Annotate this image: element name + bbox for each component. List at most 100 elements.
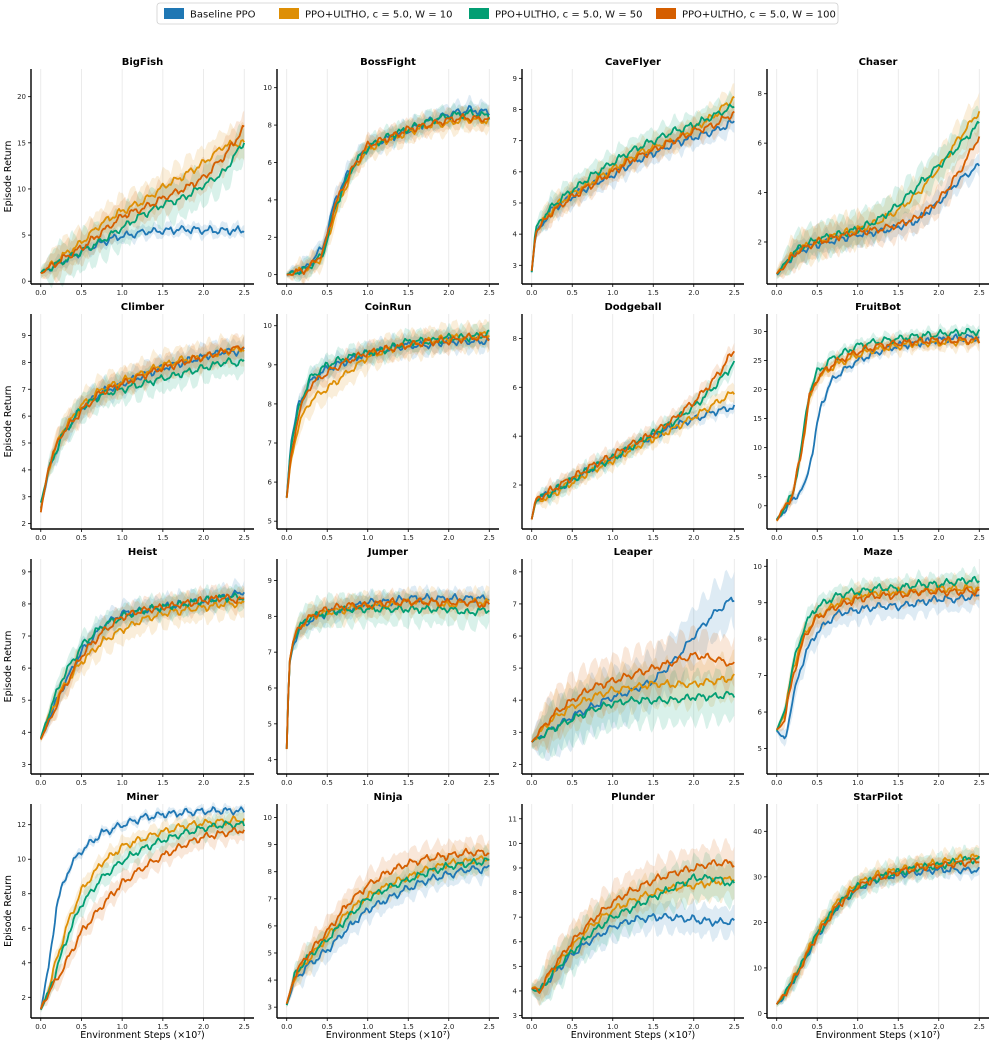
panel-climber: 0.0 0.5 1.0 1.5 2.0 2.5 2 3 4 5 6 7 8 9 Climber Episode… xyxy=(3,302,254,542)
x-tick-label-jumper-4: 2.0 xyxy=(443,779,454,787)
y-tick-label-jumper-5: 9 xyxy=(268,577,272,585)
x-tick-label-fruitbot-5: 2.5 xyxy=(974,534,985,542)
y-tick-label-bigfish-3: 15 xyxy=(17,139,26,147)
line-ninja-ppo-ultho-c-5-0-w-100 xyxy=(285,847,490,1005)
y-tick-label-chaser-0: 2 xyxy=(758,238,762,246)
y-tick-label-heist-4: 7 xyxy=(22,633,26,641)
panel-bossfight: 0.0 0.5 1.0 1.5 2.0 2.5 0 2 4 6 8 10 BossFight xyxy=(263,57,499,297)
x-tick-label-caveflyer-1: 0.5 xyxy=(567,289,578,297)
y-tick-label-bossfight-5: 10 xyxy=(263,84,272,92)
y-tick-label-ninja-3: 6 xyxy=(268,922,273,930)
x-tick-label-coinrun-5: 2.5 xyxy=(484,534,495,542)
band-bossfight-baseline-ppo xyxy=(286,94,490,282)
y-tick-label-leaper-4: 6 xyxy=(513,633,518,641)
x-tick-label-starpilot-3: 1.5 xyxy=(893,1023,904,1031)
y-tick-label-leaper-6: 8 xyxy=(513,568,517,576)
y-tick-label-miner-2: 6 xyxy=(22,925,27,933)
legend-swatch-baseline-ppo xyxy=(164,8,184,19)
x-tick-label-bigfish-5: 2.5 xyxy=(239,289,250,297)
panel-dodgeball: 0.0 0.5 1.0 1.5 2.0 2.5 2 4 6 8 Dodgeball xyxy=(513,302,744,542)
line-miner-baseline-ppo xyxy=(39,806,245,1010)
y-tick-label-jumper-2: 6 xyxy=(268,685,273,693)
panel-maze: 0.0 0.5 1.0 1.5 2.0 2.5 5 6 7 8 9 10 Maze xyxy=(753,547,989,787)
x-tick-label-fruitbot-2: 1.0 xyxy=(852,534,863,542)
x-tick-label-climber-2: 1.0 xyxy=(117,534,128,542)
legend-swatch-ppo-ultho-c-5-0-w-50 xyxy=(469,8,489,19)
y-tick-label-caveflyer-0: 3 xyxy=(513,262,517,270)
x-tick-label-maze-0: 0.0 xyxy=(771,779,782,787)
y-tick-label-jumper-0: 4 xyxy=(268,756,273,764)
y-tick-label-caveflyer-5: 8 xyxy=(513,106,517,114)
band-maze-ppo-ultho-c-5-0-w-100 xyxy=(776,575,980,732)
line-fruitbot-ppo-ultho-c-5-0-w-100 xyxy=(775,335,981,522)
band-plunder-baseline-ppo xyxy=(531,898,735,1001)
y-tick-label-plunder-6: 9 xyxy=(513,864,517,872)
y-tick-label-chaser-1: 4 xyxy=(758,189,763,197)
y-tick-label-fruitbot-0: 0 xyxy=(758,502,762,510)
y-tick-label-jumper-3: 7 xyxy=(268,649,272,657)
line-caveflyer-ppo-ultho-c-5-0-w-50 xyxy=(530,103,735,273)
legend-label-baseline-ppo: Baseline PPO xyxy=(190,10,256,21)
x-tick-label-caveflyer-2: 1.0 xyxy=(607,289,618,297)
line-chaser-ppo-ultho-c-5-0-w-100 xyxy=(776,136,981,275)
x-tick-label-jumper-3: 1.5 xyxy=(403,779,414,787)
x-tick-label-starpilot-4: 2.0 xyxy=(933,1023,944,1031)
band-maze-ppo-ultho-c-5-0-w-10 xyxy=(776,572,980,733)
x-tick-label-maze-4: 2.0 xyxy=(933,779,944,787)
x-tick-label-caveflyer-3: 1.5 xyxy=(648,289,659,297)
y-tick-label-climber-1: 3 xyxy=(22,493,26,501)
y-tick-label-miner-1: 4 xyxy=(22,959,27,967)
y-tick-label-coinrun-2: 7 xyxy=(268,440,272,448)
x-tick-label-fruitbot-1: 0.5 xyxy=(812,534,823,542)
x-tick-label-bossfight-0: 0.0 xyxy=(281,289,292,297)
y-tick-label-caveflyer-1: 4 xyxy=(513,231,518,239)
x-tick-label-chaser-3: 1.5 xyxy=(893,289,904,297)
y-tick-label-leaper-1: 3 xyxy=(513,729,517,737)
panel-title-jumper: Jumper xyxy=(367,547,408,558)
line-plunder-ppo-ultho-c-5-0-w-100 xyxy=(531,859,735,994)
line-leaper-ppo-ultho-c-5-0-w-100 xyxy=(530,651,735,743)
line-bigfish-ppo-ultho-c-5-0-w-50 xyxy=(40,142,246,274)
x-tick-label-ninja-5: 2.5 xyxy=(484,1023,495,1031)
x-tick-label-heist-1: 0.5 xyxy=(76,779,87,787)
line-coinrun-baseline-ppo xyxy=(285,336,490,498)
band-ninja-baseline-ppo xyxy=(286,852,490,1007)
panel-title-leaper: Leaper xyxy=(614,547,653,558)
y-tick-label-plunder-0: 3 xyxy=(513,1012,517,1020)
x-tick-label-heist-3: 1.5 xyxy=(157,779,168,787)
line-bigfish-ppo-ultho-c-5-0-w-100 xyxy=(40,124,245,274)
y-tick-label-climber-4: 6 xyxy=(22,413,27,421)
x-tick-label-ninja-3: 1.5 xyxy=(403,1023,414,1031)
y-tick-label-bossfight-2: 4 xyxy=(268,196,273,204)
y-tick-label-miner-0: 2 xyxy=(22,994,26,1002)
y-tick-label-maze-1: 6 xyxy=(758,709,763,717)
y-tick-label-bossfight-3: 6 xyxy=(268,159,273,167)
x-tick-label-leaper-3: 1.5 xyxy=(648,779,659,787)
line-maze-ppo-ultho-c-5-0-w-50 xyxy=(775,575,980,732)
y-tick-label-coinrun-0: 5 xyxy=(268,518,272,526)
panel-title-bossfight: BossFight xyxy=(360,57,416,68)
x-tick-label-leaper-0: 0.0 xyxy=(526,779,537,787)
line-caveflyer-ppo-ultho-c-5-0-w-100 xyxy=(530,110,735,271)
y-tick-label-dodgeball-0: 2 xyxy=(513,482,517,490)
y-tick-label-bigfish-4: 20 xyxy=(17,93,26,101)
panel-title-ninja: Ninja xyxy=(373,792,402,803)
y-tick-label-caveflyer-4: 7 xyxy=(513,137,517,145)
x-tick-label-plunder-3: 1.5 xyxy=(648,1023,659,1031)
panel-title-starpilot: StarPilot xyxy=(853,792,903,803)
y-tick-label-ninja-6: 9 xyxy=(268,841,272,849)
panel-plunder: 0.0 0.5 1.0 1.5 2.0 2.5 3 4 5 6 7 8 9 10 11 Plunder Envi… xyxy=(508,792,744,1041)
y-tick-label-heist-2: 5 xyxy=(22,697,26,705)
line-jumper-ppo-ultho-c-5-0-w-100 xyxy=(285,597,491,750)
x-axis-title-miner: Environment Steps (×10⁷) xyxy=(80,1030,205,1041)
x-tick-label-coinrun-3: 1.5 xyxy=(403,534,414,542)
legend-swatch-ppo-ultho-c-5-0-w-100 xyxy=(656,8,676,19)
y-tick-label-plunder-7: 10 xyxy=(508,840,517,848)
x-tick-label-chaser-5: 2.5 xyxy=(974,289,985,297)
x-tick-label-bossfight-2: 1.0 xyxy=(362,289,373,297)
panel-title-dodgeball: Dodgeball xyxy=(604,302,661,313)
x-tick-label-caveflyer-4: 2.0 xyxy=(688,289,699,297)
y-tick-label-fruitbot-2: 10 xyxy=(753,444,762,452)
line-bigfish-ppo-ultho-c-5-0-w-10 xyxy=(40,139,245,274)
x-tick-label-dodgeball-2: 1.0 xyxy=(607,534,618,542)
